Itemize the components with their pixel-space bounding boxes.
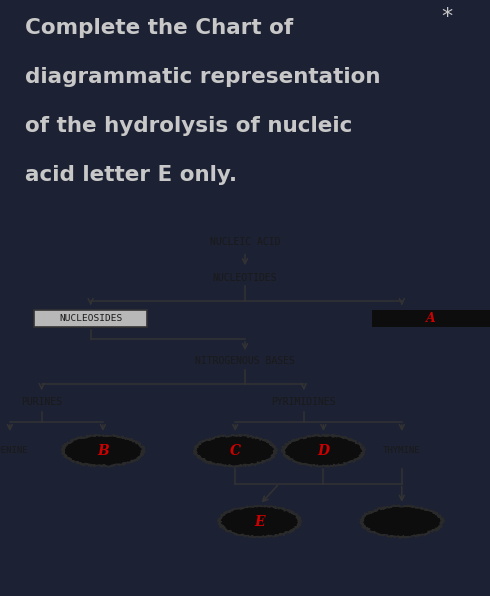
Text: acid letter E only.: acid letter E only. [24, 165, 237, 185]
Text: NUCLEIC ACID: NUCLEIC ACID [210, 237, 280, 247]
Text: A: A [426, 312, 436, 325]
Text: NUCLEOTIDES: NUCLEOTIDES [213, 272, 277, 283]
Text: *: * [441, 7, 452, 27]
Bar [34, 310, 147, 327]
Text: of the hydrolysis of nucleic: of the hydrolysis of nucleic [24, 116, 352, 136]
Ellipse shape [221, 508, 298, 535]
Text: Complete the Chart of: Complete the Chart of [24, 18, 293, 38]
Text: C: C [230, 444, 241, 458]
Bar [372, 310, 490, 327]
Text: D: D [318, 444, 329, 458]
Ellipse shape [197, 437, 273, 465]
Ellipse shape [285, 437, 362, 465]
Ellipse shape [65, 437, 141, 465]
Text: PYRIMIDINES: PYRIMIDINES [271, 398, 336, 407]
Text: THYMINE: THYMINE [383, 446, 420, 455]
Text: diagrammatic representation: diagrammatic representation [24, 67, 380, 87]
Text: ADENINE: ADENINE [0, 446, 28, 455]
Text: NUCLEOSIDES: NUCLEOSIDES [59, 314, 122, 323]
Text: B: B [97, 444, 109, 458]
Text: E: E [254, 514, 265, 529]
Text: PURINES: PURINES [21, 398, 62, 407]
Ellipse shape [364, 508, 440, 535]
Text: NITROGENOUS BASES: NITROGENOUS BASES [195, 356, 295, 367]
